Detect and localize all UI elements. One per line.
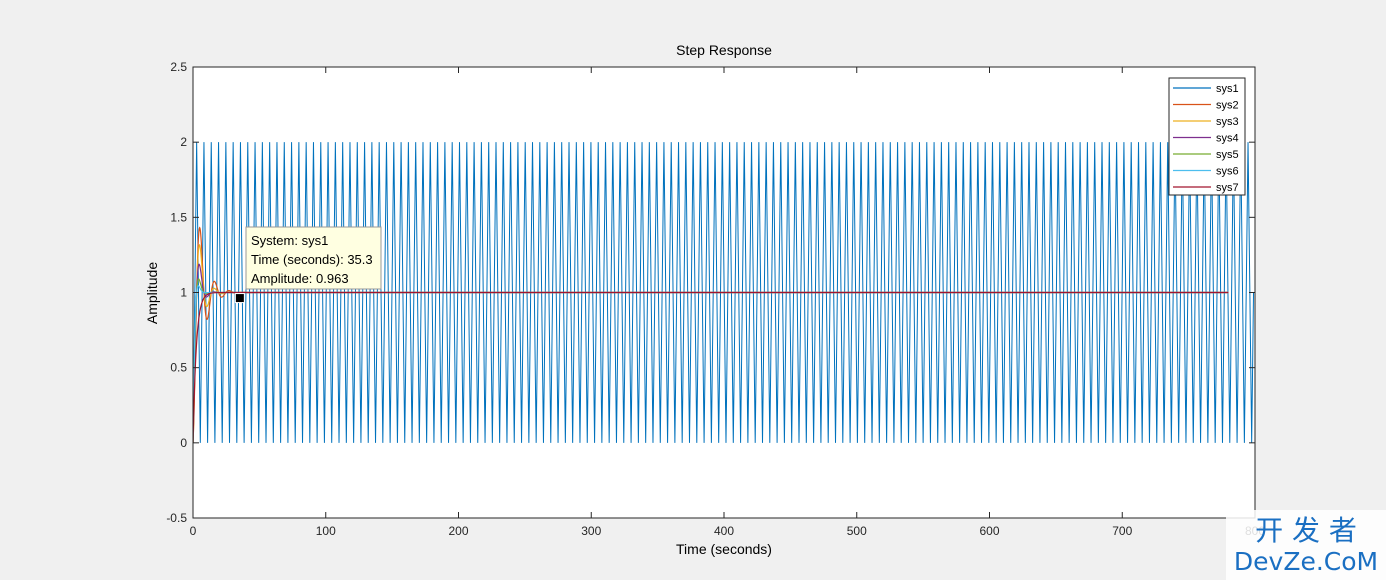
watermark: 开 发 者 DevZe.CoM bbox=[1226, 510, 1386, 580]
x-tick-label: 700 bbox=[1112, 524, 1132, 538]
legend-label-sys6: sys6 bbox=[1216, 166, 1239, 178]
watermark-background bbox=[1226, 510, 1386, 580]
plot-area bbox=[193, 142, 1255, 443]
y-tick-label: 2.5 bbox=[170, 60, 187, 74]
datatip-amplitude: Amplitude: 0.963 bbox=[251, 271, 349, 286]
legend-label-sys3: sys3 bbox=[1216, 116, 1239, 128]
x-tick-label: 200 bbox=[448, 524, 468, 538]
x-tick-label: 300 bbox=[581, 524, 601, 538]
x-axis-label: Time (seconds) bbox=[676, 541, 772, 557]
x-tick-label: 400 bbox=[714, 524, 734, 538]
y-axis-ticks: -0.5 0 0.5 1 1.5 2 2.5 bbox=[166, 60, 1255, 525]
legend-box bbox=[1168, 77, 1246, 196]
y-tick-label: 1.5 bbox=[170, 210, 187, 224]
legend-label-sys2: sys2 bbox=[1216, 100, 1239, 112]
x-tick-label: 500 bbox=[847, 524, 867, 538]
x-tick-label: 600 bbox=[979, 524, 999, 538]
datatip-system: System: sys1 bbox=[251, 233, 328, 248]
legend-label-sys5: sys5 bbox=[1216, 149, 1239, 161]
datatip-marker[interactable] bbox=[234, 293, 245, 304]
y-tick-label: 0.5 bbox=[170, 361, 187, 375]
datatip-time: Time (seconds): 35.3 bbox=[251, 252, 373, 267]
y-tick-label: 1 bbox=[180, 286, 187, 300]
watermark-line1: 开 发 者 bbox=[1255, 514, 1357, 547]
legend-items: sys1 sys2 sys3 sys4 sys5 sys6 sys7 bbox=[1173, 83, 1239, 194]
series-line-sys7[interactable] bbox=[193, 291, 1229, 443]
legend-label-sys7: sys7 bbox=[1216, 182, 1239, 194]
datatip[interactable]: System: sys1 Time (seconds): 35.3 Amplit… bbox=[234, 226, 382, 304]
legend[interactable]: sys1 sys2 sys3 sys4 sys5 sys6 sys7 bbox=[1168, 77, 1246, 196]
legend-label-sys4: sys4 bbox=[1216, 133, 1239, 145]
watermark-line2: DevZe.CoM bbox=[1234, 547, 1378, 576]
y-tick-label: -0.5 bbox=[166, 511, 187, 525]
y-axis-label: Amplitude bbox=[144, 262, 160, 324]
legend-label-sys1: sys1 bbox=[1216, 83, 1239, 95]
chart-title: Step Response bbox=[676, 42, 772, 58]
x-tick-label: 0 bbox=[190, 524, 197, 538]
series-line-sys1[interactable] bbox=[193, 142, 1255, 443]
y-tick-label: 2 bbox=[180, 135, 187, 149]
datatip-box bbox=[245, 226, 382, 290]
x-tick-label: 100 bbox=[316, 524, 336, 538]
series-lines bbox=[193, 142, 1255, 443]
y-tick-label: 0 bbox=[180, 436, 187, 450]
